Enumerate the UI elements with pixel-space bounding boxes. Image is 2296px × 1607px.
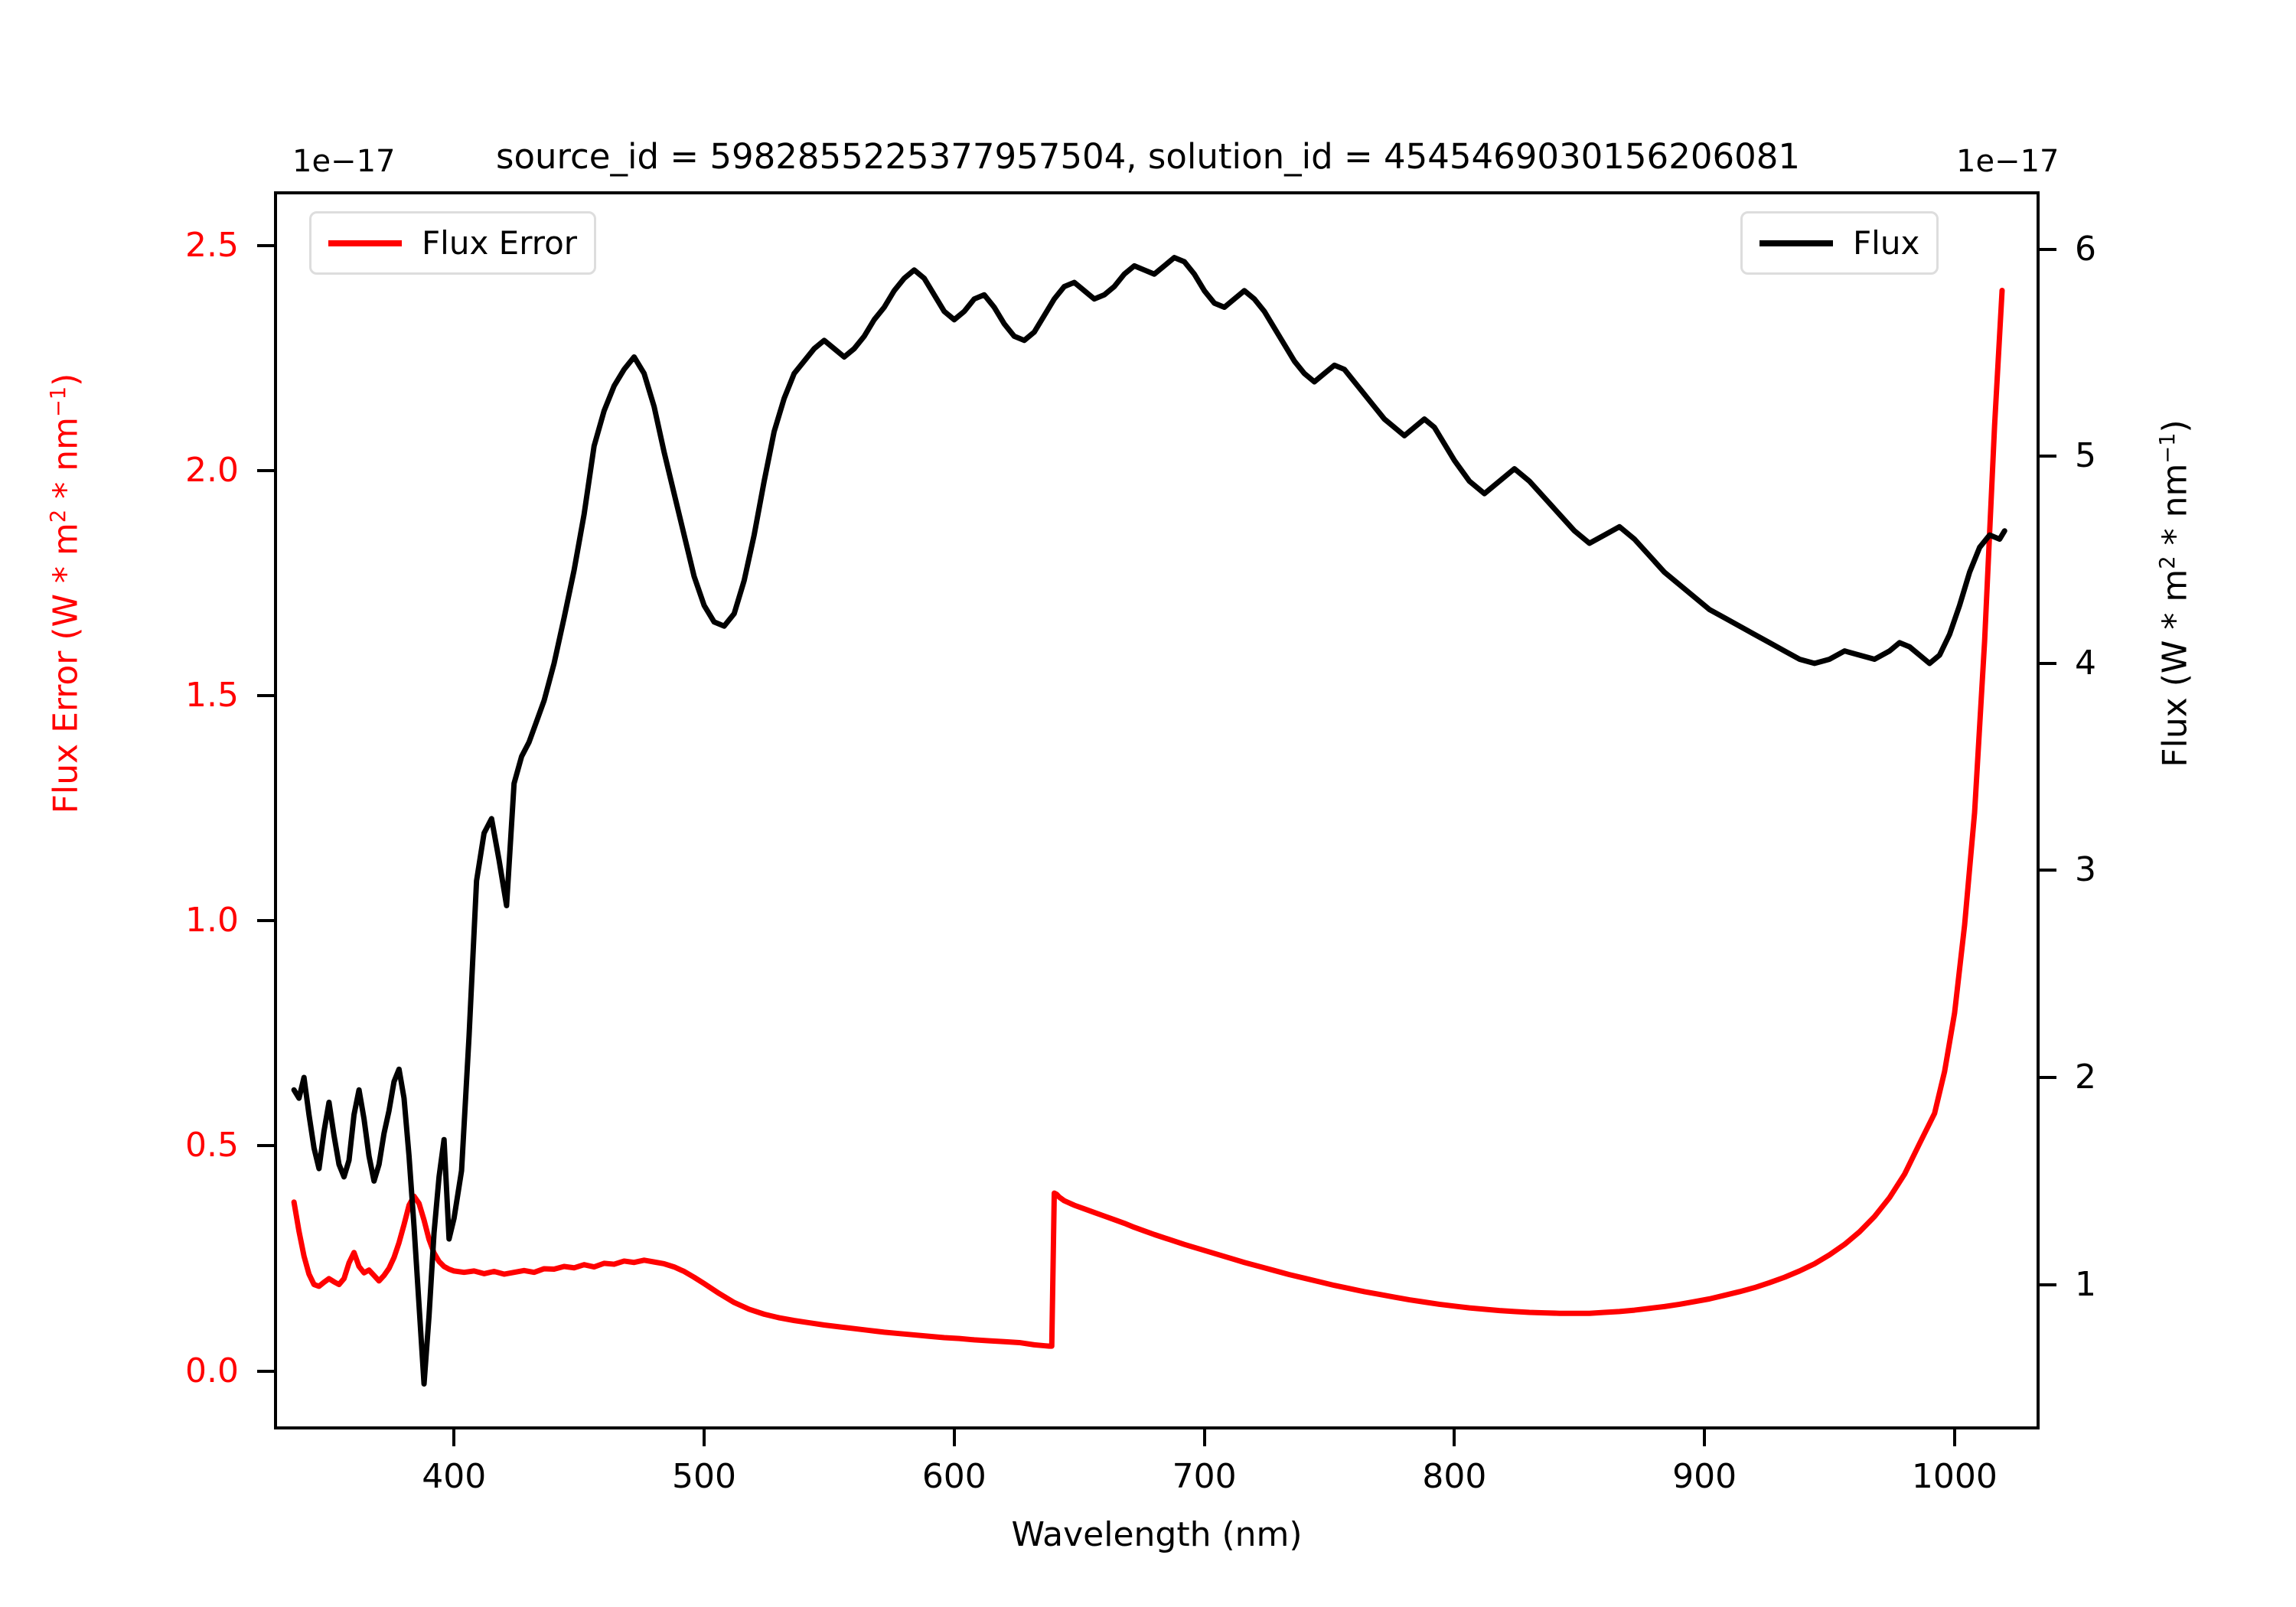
right-y-tick-mark	[2040, 247, 2056, 251]
left-y-tick-label: 0.0	[185, 1351, 239, 1390]
right-y-axis-ticks: 1 2 3 4 5 6	[2040, 191, 2296, 1429]
right-y-axis-exp-sq: 2	[2155, 556, 2180, 569]
right-y-tick-label: 5	[2075, 436, 2096, 476]
x-tick-mark	[1453, 1429, 1456, 1446]
legend-flux[interactable]: Flux	[1740, 211, 1939, 275]
left-y-axis-label-close: )	[46, 373, 86, 386]
left-y-tick-mark	[257, 1369, 274, 1373]
left-y-tick-label: 1.0	[185, 901, 239, 940]
right-axis-offset-text: 1e−17	[1956, 144, 2060, 179]
legend-flux-error[interactable]: Flux Error	[309, 211, 597, 275]
x-tick-label: 900	[1672, 1457, 1737, 1496]
left-y-axis-label: Flux Error (W * m2 * nm−1)	[47, 249, 86, 938]
x-tick-mark	[952, 1429, 956, 1446]
right-y-tick-mark	[2040, 1076, 2056, 1080]
plot-area	[291, 255, 2007, 1387]
left-y-tick-mark	[257, 468, 274, 472]
x-tick-label: 500	[672, 1457, 737, 1496]
right-y-tick-label: 1	[2075, 1264, 2096, 1304]
legend-flux-error-line-icon	[328, 240, 402, 246]
left-y-axis-exp-sq: 2	[46, 509, 70, 523]
page-title: source_id = 5982855225377957504, solutio…	[496, 136, 1800, 177]
right-y-axis-exp-inv: −1	[2155, 432, 2180, 464]
left-y-tick-label: 0.5	[185, 1126, 239, 1165]
x-tick-label: 800	[1422, 1457, 1487, 1496]
left-y-tick-label: 2.0	[185, 450, 239, 490]
left-y-axis-label-suffix: * nm	[46, 417, 86, 510]
x-tick-mark	[703, 1429, 706, 1446]
x-tick-mark	[1952, 1429, 1956, 1446]
left-y-tick-mark	[257, 243, 274, 247]
right-y-tick-mark	[2040, 661, 2056, 665]
axes-frame	[274, 191, 2040, 1429]
x-axis-ticks: 400 500 600 700 800 900 1000	[274, 1429, 2040, 1521]
right-y-tick-mark	[2040, 1283, 2056, 1286]
left-y-tick-mark	[257, 1144, 274, 1148]
x-axis-label: Wavelength (nm)	[1011, 1515, 1303, 1554]
series-line-flux	[291, 255, 2007, 1387]
x-tick-mark	[452, 1429, 456, 1446]
right-y-tick-label: 3	[2075, 850, 2096, 890]
right-y-axis-label-suffix: * nm	[2155, 463, 2195, 556]
x-tick-label: 400	[422, 1457, 487, 1496]
left-y-tick-mark	[257, 919, 274, 923]
series-line-flux-error	[291, 287, 2005, 1349]
x-tick-label: 1000	[1911, 1457, 1998, 1496]
x-tick-mark	[1202, 1429, 1206, 1446]
left-axis-offset-text: 1e−17	[292, 144, 396, 179]
left-y-tick-label: 2.5	[185, 225, 239, 265]
left-y-axis-label-prefix: Flux Error (W * m	[46, 523, 86, 814]
right-y-tick-mark	[2040, 455, 2056, 458]
legend-flux-label: Flux	[1853, 224, 1920, 262]
right-y-tick-label: 4	[2075, 643, 2096, 683]
left-y-axis-ticks: 0.0 0.5 1.0 1.5 2.0 2.5	[0, 191, 274, 1429]
right-y-axis-label-close: )	[2155, 419, 2195, 433]
left-y-tick-mark	[257, 693, 274, 697]
x-tick-label: 700	[1172, 1457, 1237, 1496]
x-tick-mark	[1703, 1429, 1707, 1446]
right-y-axis-label: Flux (W * m2 * nm−1)	[2156, 249, 2195, 938]
right-y-tick-label: 6	[2075, 229, 2096, 269]
left-y-axis-exp-inv: −1	[46, 386, 70, 418]
legend-flux-line-icon	[1760, 240, 1833, 246]
left-y-tick-label: 1.5	[185, 675, 239, 715]
right-y-axis-label-prefix: Flux (W * m	[2155, 569, 2195, 768]
right-y-tick-label: 2	[2075, 1058, 2096, 1097]
right-y-tick-mark	[2040, 869, 2056, 872]
x-tick-label: 600	[921, 1457, 987, 1496]
legend-flux-error-label: Flux Error	[422, 224, 578, 262]
